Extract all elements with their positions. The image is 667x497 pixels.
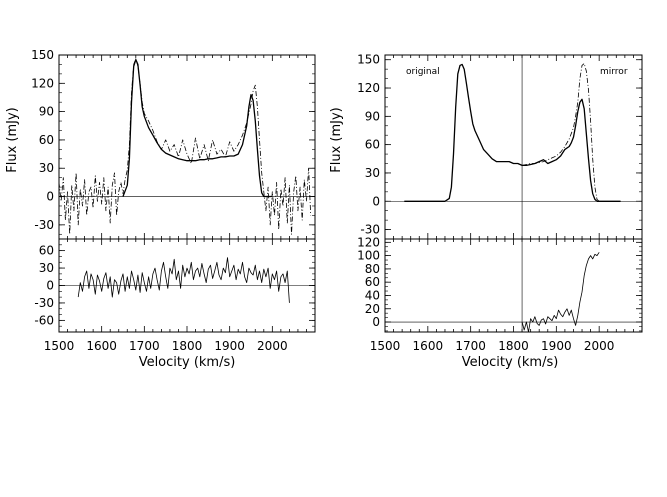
x-tick-label: 1600	[86, 339, 117, 353]
y-tick-label: 150	[357, 53, 380, 67]
y-tick-label: 0	[46, 279, 54, 293]
y-tick-label: -30	[34, 296, 54, 310]
x-tick-label: 2000	[257, 339, 288, 353]
right-xlabel: Velocity (km/s)	[462, 355, 559, 370]
series-mirror	[522, 63, 600, 202]
left-ylabel: Flux (mJy)	[5, 107, 20, 173]
x-tick-label: 1900	[214, 339, 245, 353]
y-tick-label: 120	[31, 76, 54, 90]
series-residual	[77, 257, 290, 303]
y-tick-label: 60	[365, 275, 380, 289]
left-xlabel: Velocity (km/s)	[139, 355, 236, 370]
y-tick-label: 30	[39, 261, 54, 275]
series-difference	[521, 252, 600, 333]
x-tick-label: 1600	[413, 339, 444, 353]
y-tick-label: 60	[39, 133, 54, 147]
y-tick-label: 40	[365, 288, 380, 302]
y-tick-label: 30	[365, 166, 380, 180]
x-tick-label: 1800	[498, 339, 529, 353]
x-tick-label: 1800	[172, 339, 203, 353]
y-tick-label: -60	[34, 313, 54, 327]
y-tick-label: 30	[39, 161, 54, 175]
x-tick-label: 1900	[541, 339, 572, 353]
annotation-original: original	[406, 67, 440, 77]
y-tick-label: 80	[365, 262, 380, 276]
y-tick-label: 120	[357, 81, 380, 95]
annotation-mirror: mirror	[600, 67, 628, 77]
y-tick-label: 100	[357, 249, 380, 263]
y-tick-label: 0	[372, 315, 380, 329]
x-tick-label: 1700	[455, 339, 486, 353]
x-tick-label: 1500	[44, 339, 75, 353]
y-tick-label: 0	[372, 194, 380, 208]
series-original	[404, 63, 621, 202]
right-ylabel: Flux (mJy)	[329, 107, 344, 173]
y-tick-label: 150	[31, 48, 54, 62]
y-tick-label: 90	[365, 109, 380, 123]
y-tick-label: 0	[46, 190, 54, 204]
x-tick-label: 1700	[129, 339, 160, 353]
y-tick-label: 20	[365, 302, 380, 316]
x-tick-label: 2000	[584, 339, 615, 353]
left-top-panel: -30 0 30 60 90 120 150	[31, 48, 316, 240]
y-tick-label: 120	[357, 235, 380, 249]
y-tick-label: 60	[365, 138, 380, 152]
left-bottom-panel: 1500 1600 1700 1800 1900 2000 -60 -30 0 30 60	[34, 238, 316, 353]
y-tick-label: 90	[39, 105, 54, 119]
y-tick-label: -30	[360, 223, 380, 237]
y-tick-label: 60	[39, 244, 54, 258]
y-tick-label: -30	[34, 218, 54, 232]
x-tick-label: 1500	[370, 339, 401, 353]
